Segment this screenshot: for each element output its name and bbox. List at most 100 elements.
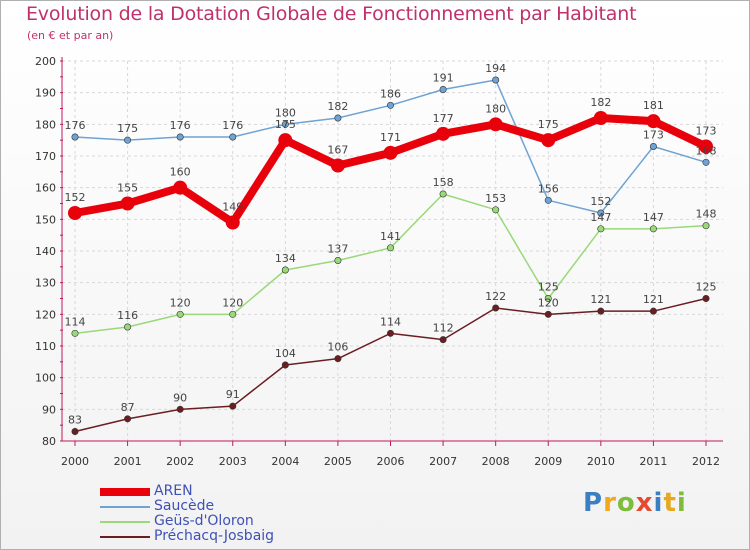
data-point bbox=[544, 196, 552, 204]
x-tick-label: 2008 bbox=[482, 455, 510, 468]
data-point bbox=[649, 225, 657, 233]
axes: 80 90 100 110 120 130 140 150 160 170 180 190 200 200… bbox=[35, 55, 723, 468]
data-label: 175 bbox=[275, 118, 296, 131]
data-point bbox=[702, 294, 710, 302]
x-tick-label: 2007 bbox=[429, 455, 457, 468]
data-label: 156 bbox=[538, 182, 559, 195]
x-tick-label: 2012 bbox=[692, 455, 720, 468]
y-tick-label: 120 bbox=[35, 308, 56, 321]
data-label: 152 bbox=[590, 195, 611, 208]
legend-label: Saucède bbox=[154, 498, 215, 514]
data-label: 83 bbox=[68, 414, 82, 427]
data-point bbox=[386, 329, 394, 337]
data-point bbox=[597, 209, 605, 217]
y-tick-label: 200 bbox=[35, 55, 56, 68]
series-line-2 bbox=[74, 193, 707, 335]
data-label: 90 bbox=[173, 391, 187, 404]
data-label: 181 bbox=[643, 99, 664, 112]
data-label: 194 bbox=[485, 62, 506, 75]
x-tick-label: 2010 bbox=[587, 455, 615, 468]
data-point bbox=[702, 222, 710, 230]
data-point bbox=[488, 117, 503, 132]
data-point bbox=[229, 402, 237, 410]
data-label: 177 bbox=[433, 112, 454, 125]
data-label: 168 bbox=[696, 144, 717, 157]
data-point bbox=[281, 361, 289, 369]
data-label: 120 bbox=[170, 296, 191, 309]
data-label: 120 bbox=[538, 296, 559, 309]
legend-item: Préchacq-Josbaig bbox=[100, 528, 360, 544]
legend: AREN Saucède Geüs-d'Oloron Préchacq-Josbaig bbox=[100, 483, 360, 544]
data-label: 182 bbox=[590, 96, 611, 109]
data-label: 155 bbox=[117, 182, 138, 195]
data-point bbox=[120, 196, 135, 211]
data-point bbox=[71, 329, 79, 337]
y-tick-label: 110 bbox=[35, 340, 56, 353]
data-point bbox=[124, 323, 132, 331]
logo-letter: o bbox=[616, 488, 636, 518]
data-point bbox=[330, 158, 345, 173]
data-label: 147 bbox=[590, 211, 611, 224]
data-point bbox=[544, 310, 552, 318]
x-tick-label: 2001 bbox=[114, 455, 142, 468]
data-point bbox=[229, 133, 237, 141]
data-label: 122 bbox=[485, 290, 506, 303]
data-point bbox=[439, 190, 447, 198]
data-point bbox=[124, 415, 132, 423]
data-point bbox=[597, 307, 605, 315]
data-point bbox=[492, 206, 500, 214]
data-label: 175 bbox=[538, 118, 559, 131]
chart-title: Evolution de la Dotation Globale de Fonc… bbox=[26, 3, 637, 25]
data-label: 137 bbox=[327, 243, 348, 256]
x-tick-label: 2005 bbox=[324, 455, 352, 468]
data-label: 120 bbox=[222, 296, 243, 309]
data-point bbox=[71, 133, 79, 141]
data-point bbox=[334, 114, 342, 122]
data-point bbox=[176, 310, 184, 318]
data-point bbox=[225, 215, 240, 230]
data-label: 121 bbox=[590, 293, 611, 306]
y-tick-label: 80 bbox=[42, 435, 56, 448]
data-label: 153 bbox=[485, 192, 506, 205]
y-tick-label: 160 bbox=[35, 182, 56, 195]
data-point bbox=[597, 225, 605, 233]
logo-letter: r bbox=[603, 488, 617, 518]
data-point bbox=[229, 310, 237, 318]
data-point bbox=[541, 133, 556, 148]
data-point bbox=[334, 256, 342, 264]
legend-swatch bbox=[100, 506, 150, 508]
x-tick-label: 2003 bbox=[219, 455, 247, 468]
data-point bbox=[699, 139, 713, 154]
proxiti-logo: Proxiti bbox=[583, 488, 687, 518]
x-tick-label: 2011 bbox=[639, 455, 667, 468]
data-label: 106 bbox=[327, 341, 348, 354]
data-label: 114 bbox=[65, 315, 86, 328]
x-tick-label: 2006 bbox=[377, 455, 405, 468]
data-label: 104 bbox=[275, 347, 296, 360]
data-label: 180 bbox=[485, 102, 506, 115]
y-tick-label: 150 bbox=[35, 213, 56, 226]
data-point bbox=[593, 111, 608, 125]
logo-letter: t bbox=[663, 488, 677, 518]
data-point bbox=[383, 145, 398, 160]
data-label: 176 bbox=[170, 119, 191, 132]
legend-swatch bbox=[100, 521, 150, 523]
data-label: 173 bbox=[643, 129, 664, 142]
data-label: 134 bbox=[275, 252, 296, 265]
legend-label: Geüs-d'Oloron bbox=[154, 513, 254, 529]
data-label: 149 bbox=[222, 201, 243, 214]
data-point bbox=[649, 143, 657, 151]
y-tick-label: 90 bbox=[42, 403, 56, 416]
data-label: 116 bbox=[117, 309, 138, 322]
series-layer bbox=[68, 76, 713, 435]
data-label: 173 bbox=[696, 125, 717, 138]
legend-item: Geüs-d'Oloron bbox=[100, 513, 360, 529]
logo-letter: i bbox=[653, 488, 664, 518]
y-tick-label: 140 bbox=[35, 245, 56, 258]
data-point bbox=[281, 120, 289, 128]
data-point bbox=[281, 266, 289, 274]
data-point bbox=[334, 355, 342, 363]
data-point bbox=[492, 76, 500, 84]
data-label: 87 bbox=[121, 401, 135, 414]
data-point bbox=[386, 244, 394, 252]
